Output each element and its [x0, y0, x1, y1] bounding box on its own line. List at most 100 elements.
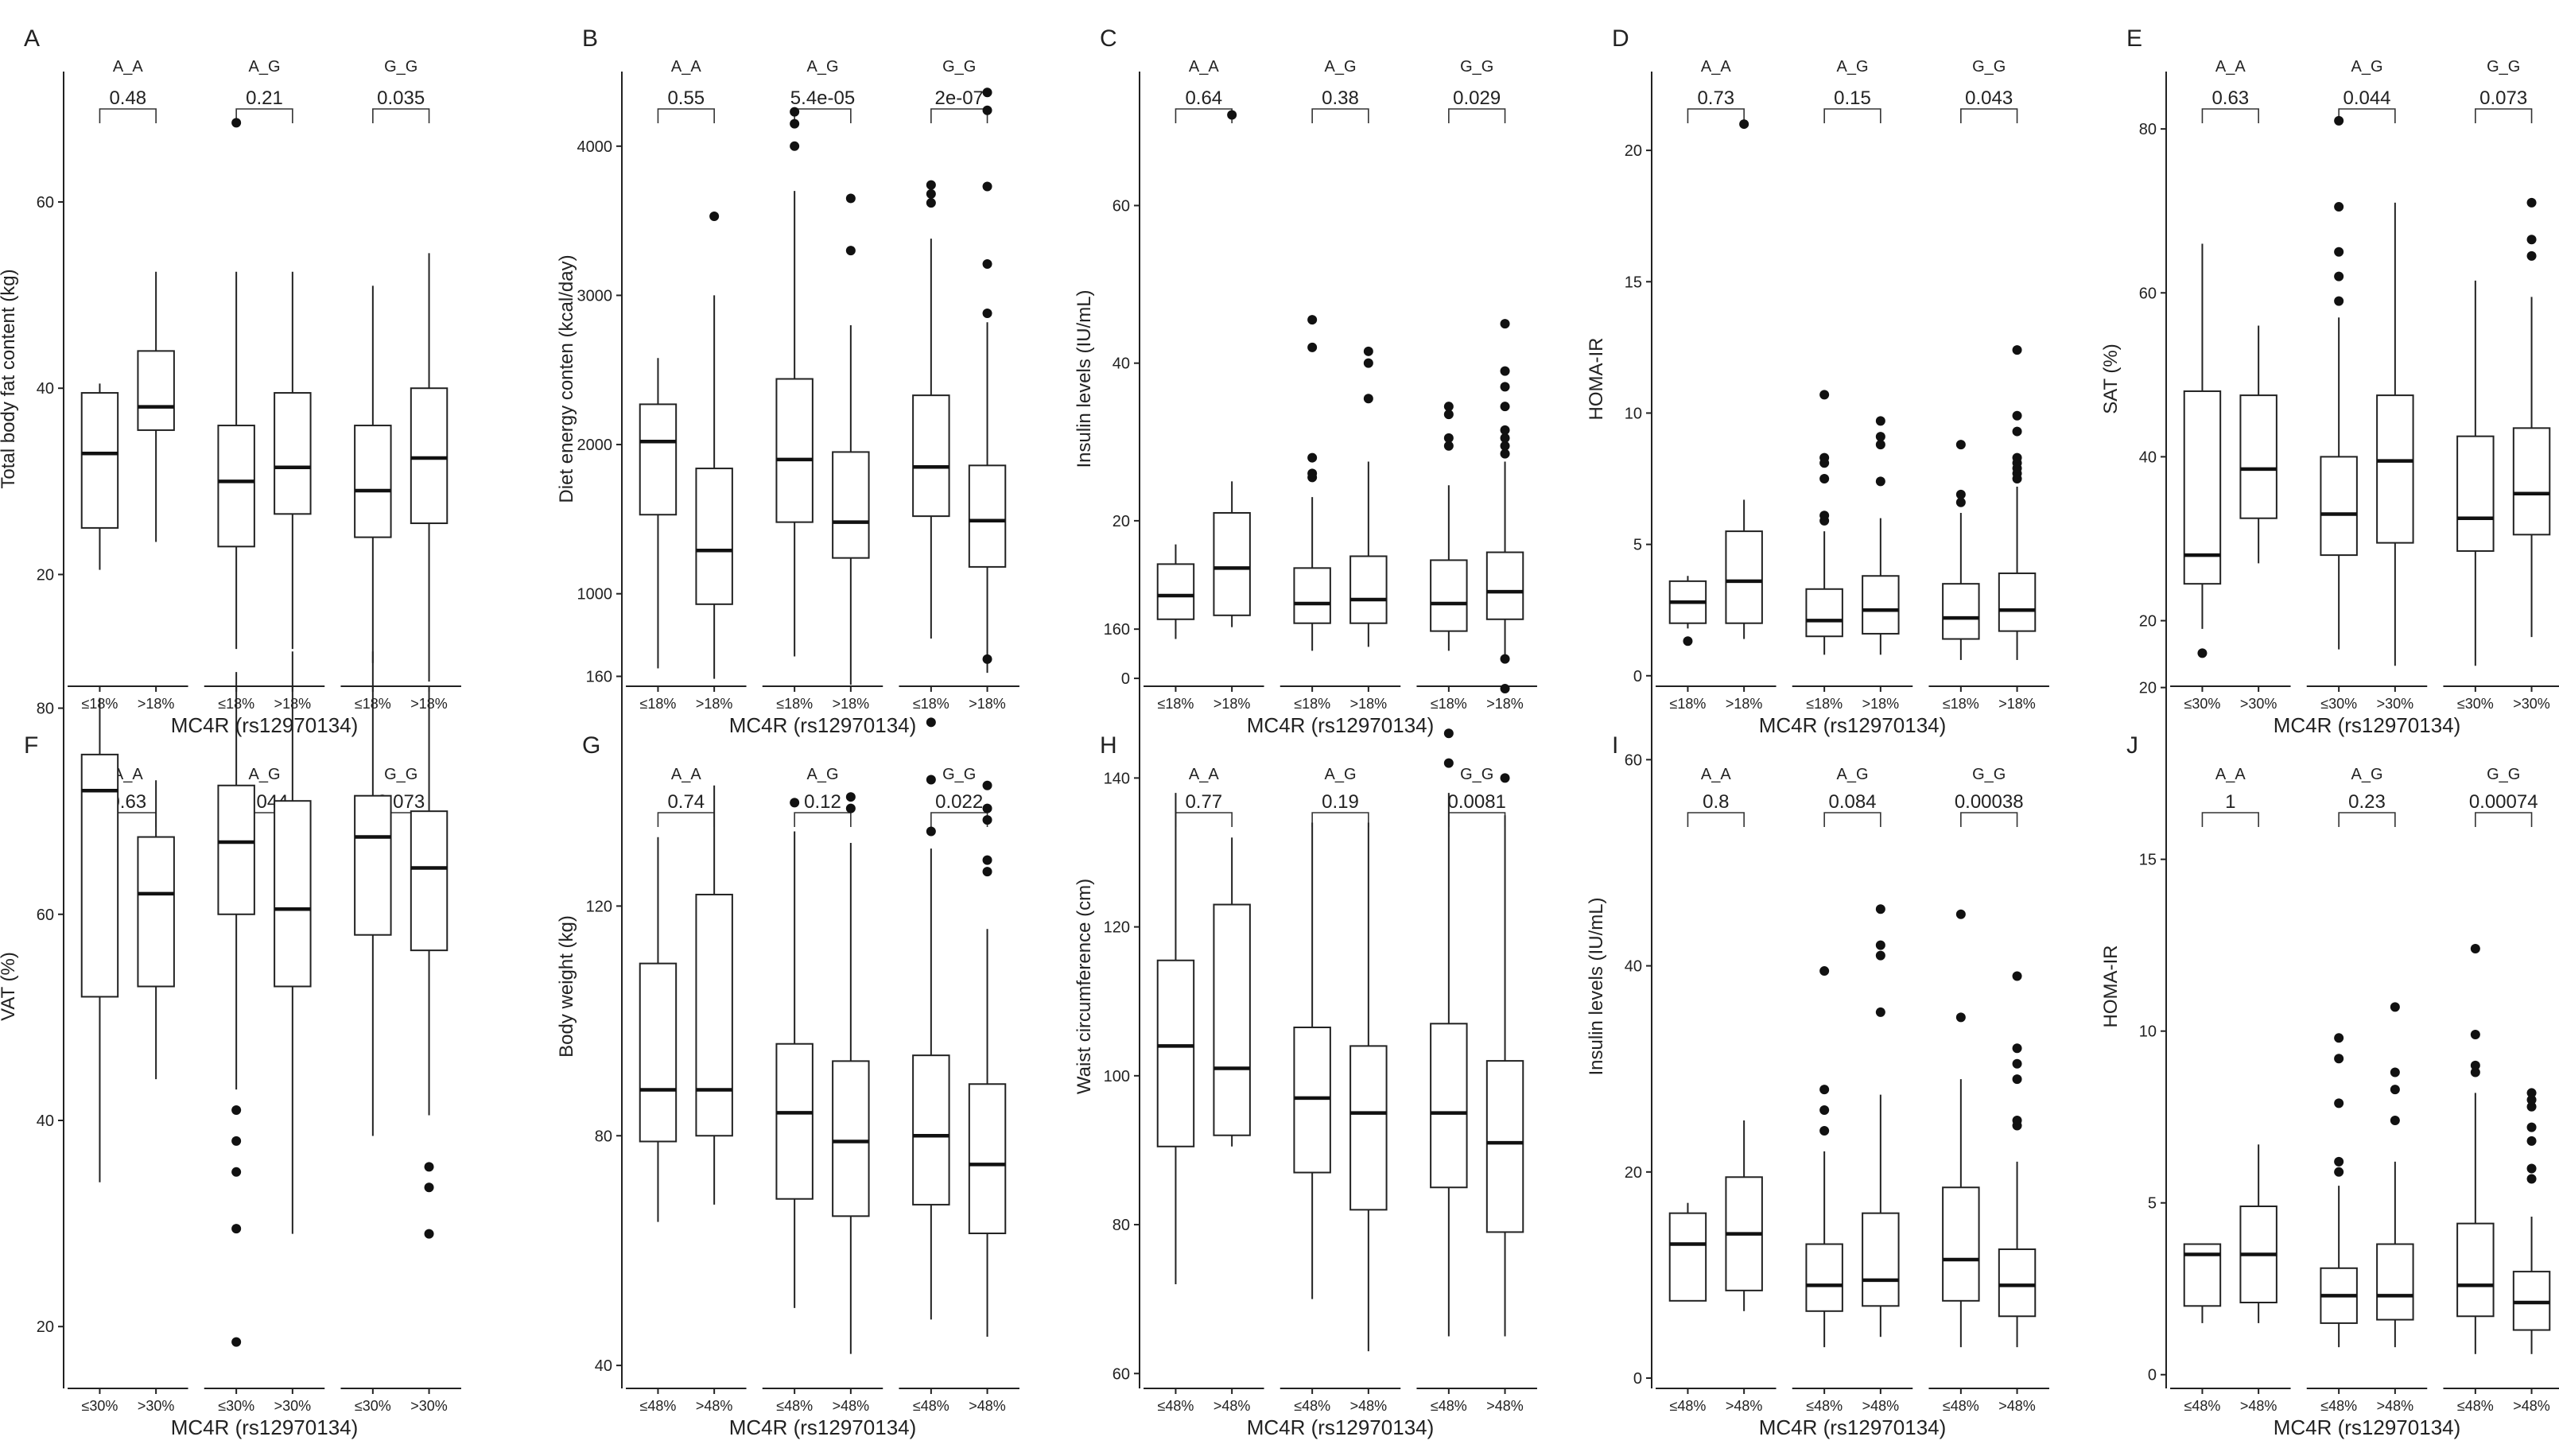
pvalue-bracket: [2475, 812, 2533, 827]
outlier-point: [2526, 1174, 2537, 1184]
x-tick-label: ≤48%: [1943, 1398, 1979, 1414]
x-tick-label: ≤18%: [1806, 696, 1843, 712]
outlier-point: [1819, 966, 1830, 976]
x-axis-title: MC4R (rs12970134): [729, 1415, 917, 1439]
pvalue-bracket: [2338, 108, 2396, 123]
box-low: ≤18%: [1293, 315, 1331, 712]
x-tick-label: ≤48%: [1806, 1398, 1843, 1414]
genotype-label: A_A: [671, 58, 701, 76]
outlier-point: [2390, 1116, 2400, 1125]
x-tick-label: >48%: [1726, 1398, 1763, 1414]
y-tick-label: 80: [2139, 121, 2157, 138]
box-iqr: [2456, 435, 2495, 552]
y-tick-label: 40: [595, 1357, 612, 1375]
y-axis-title: HOMA-IR: [2100, 945, 2122, 1028]
group-g-g: G_G 0.043 ≤18% >18%: [1928, 58, 2049, 712]
outlier-point: [926, 717, 936, 728]
x-tick-label: ≤48%: [639, 1398, 676, 1414]
x-tick-label: >18%: [1486, 696, 1524, 712]
genotype-label: A_A: [1189, 58, 1219, 76]
pvalue-label: 0.8: [1703, 791, 1729, 813]
group-a-g: A_G0.044≤30% >30%: [2306, 58, 2428, 712]
box-low: ≤30%: [217, 672, 255, 1414]
y-tick-label: 0: [1633, 1370, 1642, 1388]
x-axis-title: MC4R (rs12970134): [1247, 713, 1435, 737]
x-tick-label: ≤18%: [1669, 696, 1706, 712]
box-iqr: [832, 451, 870, 559]
group-g-g: G_G0.073≤30% >30%: [340, 651, 461, 1414]
outlier-point: [1955, 489, 1966, 499]
pvalue-label: 2e-07: [935, 87, 984, 109]
box-iqr: [1998, 572, 2037, 632]
x-tick-label: ≤30%: [355, 1398, 391, 1414]
x-axis-title: MC4R (rs12970134): [1247, 1415, 1435, 1439]
outlier-point: [1500, 684, 1510, 694]
x-tick-label: ≤48%: [1431, 1398, 1467, 1414]
group-a-g: A_G0.044≤30% >30%: [204, 651, 325, 1414]
group-g-g: G_G 0.022 ≤48% >48%: [899, 654, 1019, 1414]
panel-j: J 0 5 10 15 20 HOMA-IR A_A 1 ≤48% >48% A_G 0.23 ≤48% >…: [2100, 584, 2559, 1439]
box-low: ≤48%: [1156, 793, 1195, 1414]
outlier-point: [1819, 452, 1830, 463]
outlier-point: [1443, 728, 1454, 739]
panel-label: D: [1612, 25, 1629, 52]
outlier-point: [1875, 950, 1885, 961]
pvalue-label: 0.12: [804, 791, 841, 813]
panel-b: B 1000 2000 3000 4000 Diet energy conten (kca…: [556, 25, 1019, 737]
group-a-g: A_G 0.23 ≤48% >48%: [2306, 766, 2428, 1414]
x-tick-label: >18%: [138, 696, 175, 712]
y-tick-label: 40: [1113, 355, 1130, 373]
outlier-point: [1955, 909, 1966, 919]
y-axis-title: Body weight (kg): [556, 915, 577, 1058]
y-axis-title: Insulin levels (IU/mL): [1074, 289, 1095, 468]
x-tick-label: >18%: [1862, 696, 1900, 712]
genotype-label: G_G: [384, 58, 417, 76]
genotype-label: A_A: [2215, 766, 2246, 783]
y-tick-label: 60: [1113, 197, 1130, 215]
outlier-point: [231, 1136, 242, 1146]
outlier-point: [790, 798, 800, 808]
outlier-point: [1955, 1012, 1966, 1023]
x-axis-title: MC4R (rs12970134): [171, 1415, 359, 1439]
box-high: >30%: [274, 651, 312, 1414]
box-iqr: [2456, 1222, 2495, 1318]
y-tick-label: 10: [2139, 1023, 2157, 1041]
panel-label: F: [24, 732, 38, 759]
box-iqr: [217, 784, 255, 915]
box-low: ≤18%: [1156, 544, 1195, 712]
outlier-point: [982, 803, 992, 813]
genotype-label: G_G: [942, 766, 976, 783]
box-high: >48%: [2376, 1002, 2414, 1414]
pvalue-bracket: [1687, 812, 1745, 827]
box-iqr: [2320, 456, 2358, 557]
box-high: >30%: [410, 687, 449, 1414]
pvalue-bracket: [1311, 812, 1369, 827]
outlier-point: [709, 211, 720, 221]
box-high: >18%: [410, 253, 449, 712]
x-tick-label: >48%: [969, 1398, 1006, 1414]
x-tick-label: >48%: [1213, 1398, 1251, 1414]
outlier-point: [1739, 119, 1749, 130]
outlier-point: [2526, 1136, 2537, 1146]
x-tick-label: >18%: [1213, 696, 1251, 712]
y-tick-label: 100: [1104, 1068, 1130, 1085]
y-tick-label: 10: [1625, 405, 1642, 422]
x-tick-label: >48%: [2240, 1398, 2277, 1414]
box-iqr: [410, 810, 449, 952]
pvalue-label: 0.63: [2211, 87, 2249, 109]
box-iqr: [832, 1060, 870, 1217]
panel-a: A 20 40 60 Total body fat content (kg) A_A 0.4…: [0, 25, 461, 737]
x-tick-label: >30%: [410, 1398, 448, 1414]
pvalue-bracket: [2201, 812, 2259, 827]
pvalue-bracket: [1687, 108, 1745, 123]
pvalue-bracket: [930, 108, 988, 123]
genotype-label: G_G: [2487, 766, 2520, 783]
outlier-point: [2390, 1067, 2400, 1077]
box-low: ≤30%: [2456, 280, 2495, 712]
outlier-point: [982, 780, 992, 790]
group-g-g: G_G 0.00038 ≤48% >48%: [1928, 766, 2049, 1414]
outlier-point: [2526, 1088, 2537, 1098]
group-a-g: A_G 0.38 ≤18% >18%: [1280, 58, 1401, 712]
box-high: >18%: [1862, 416, 1900, 712]
box-iqr: [1213, 511, 1251, 616]
